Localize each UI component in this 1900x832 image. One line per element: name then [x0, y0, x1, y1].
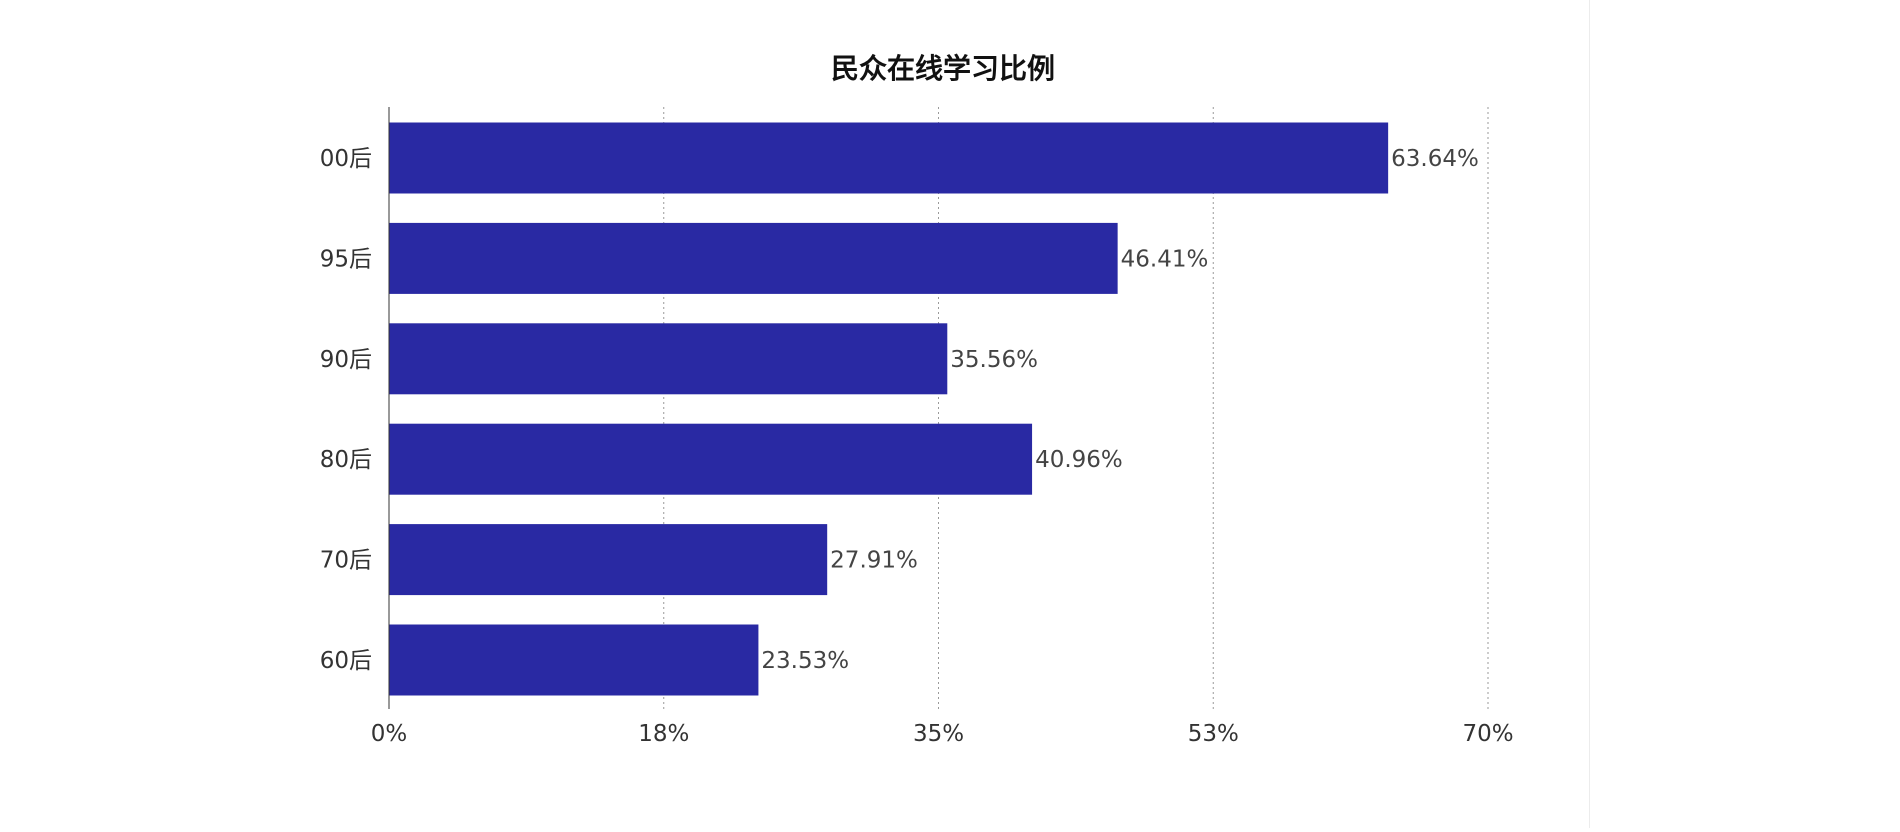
data-label: 27.91%	[830, 548, 918, 574]
data-label: 40.96%	[1035, 447, 1123, 473]
category-label: 60后	[320, 648, 372, 674]
data-label: 46.41%	[1121, 246, 1209, 272]
x-tick-label: 18%	[638, 721, 689, 747]
bar	[389, 624, 759, 696]
category-label: 80后	[320, 447, 372, 473]
x-tick-label: 0%	[371, 721, 408, 747]
category-label: 70后	[320, 548, 372, 574]
x-tick-label: 35%	[913, 721, 964, 747]
bar	[389, 423, 1033, 495]
category-label: 90后	[320, 347, 372, 373]
gridlines	[663, 107, 1489, 709]
data-label: 23.53%	[761, 648, 849, 674]
panel-divider	[1589, 0, 1590, 828]
chart-title: 民众在线学习比例	[831, 52, 1055, 85]
bar	[389, 524, 828, 596]
data-label: 35.56%	[950, 347, 1038, 373]
bar	[389, 222, 1118, 294]
data-label: 63.64%	[1391, 146, 1479, 172]
x-tick-label: 53%	[1188, 721, 1239, 747]
bar	[389, 122, 1389, 194]
labels: 00后 63.64% 95后 46.41% 90后 35.56% 80后 40.96% 70后 2…	[320, 146, 1514, 747]
category-label: 95后	[320, 246, 372, 272]
category-label: 00后	[320, 146, 372, 172]
bars	[389, 122, 1389, 696]
x-tick-label: 70%	[1462, 721, 1513, 747]
bar	[389, 323, 948, 395]
